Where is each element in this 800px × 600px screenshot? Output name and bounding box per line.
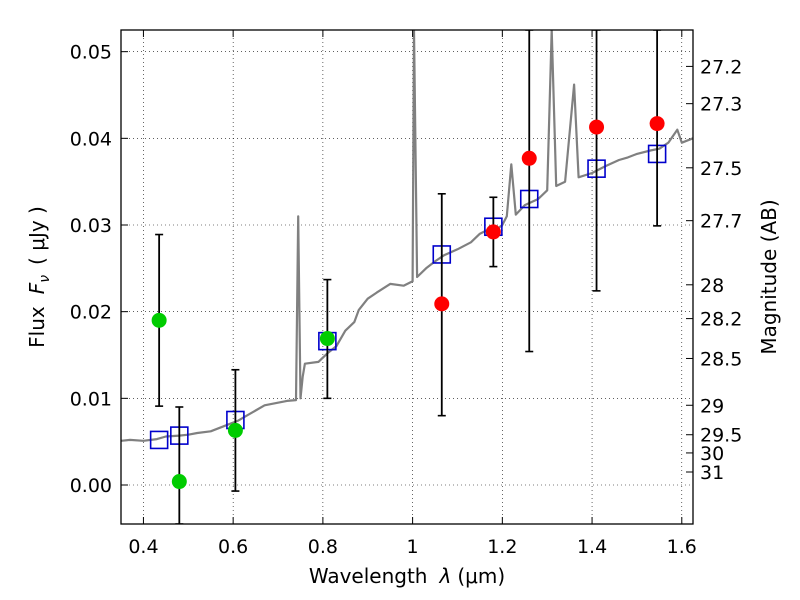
nir-data-point: [589, 119, 605, 135]
x-tick-label: 0.4: [128, 536, 158, 558]
x-tick-label: 1.4: [577, 536, 607, 558]
mag-tick-label: 27.2: [700, 56, 742, 78]
mag-tick-label: 27.5: [700, 158, 742, 180]
optical-data-point: [151, 312, 167, 328]
axis-ticks: 0.4 0.6 0.8 1 1.2 1.4 1.6 0.00 0.01 0.02 0.03 0.04 0…: [70, 30, 742, 558]
x-tick-label: 0.8: [308, 536, 338, 558]
nir-data-point: [521, 150, 537, 166]
mag-tick-label: 29.5: [700, 425, 742, 447]
y-tick-label: 0.00: [70, 475, 112, 497]
x-tick-label: 1.6: [667, 536, 697, 558]
mag-tick-label: 27.3: [700, 94, 742, 116]
mag-tick-label: 31: [700, 462, 724, 484]
y-tick-label: 0.04: [70, 128, 112, 150]
optical-data-point: [319, 331, 335, 347]
optical-data-point: [171, 474, 187, 490]
x-tick-label: 0.6: [218, 536, 248, 558]
model-photometry-square: [149, 430, 169, 450]
mag-tick-label: 27.7: [700, 211, 742, 233]
nir-data-point: [649, 116, 665, 132]
mag-tick-label: 28.5: [700, 348, 742, 370]
plot-area: [121, 30, 693, 524]
y-tick-label: 0.05: [70, 42, 112, 64]
y2-axis-label: Magnitude (AB): [757, 199, 781, 354]
grid-lines: [121, 30, 693, 524]
optical-data-point: [227, 422, 243, 438]
mag-tick-label: 30: [700, 443, 724, 465]
x-axis-label: Wavelength λ (μm): [309, 564, 505, 588]
plot-frame: [120, 29, 694, 525]
mag-tick-label: 28.2: [700, 309, 742, 331]
y-axis-label: FluxFν( μJy ): [25, 206, 53, 348]
sed-model-line: [121, 30, 693, 442]
nir-data-point: [434, 296, 450, 312]
mag-tick-label: 28: [700, 275, 724, 297]
y-tick-label: 0.01: [70, 388, 112, 410]
x-tick-label: 1.2: [487, 536, 517, 558]
x-tick-label: 1: [407, 536, 419, 558]
y-tick-label: 0.03: [70, 215, 112, 237]
nir-data-point: [485, 224, 501, 240]
y-tick-label: 0.02: [70, 302, 112, 324]
mag-tick-label: 29: [700, 395, 724, 417]
